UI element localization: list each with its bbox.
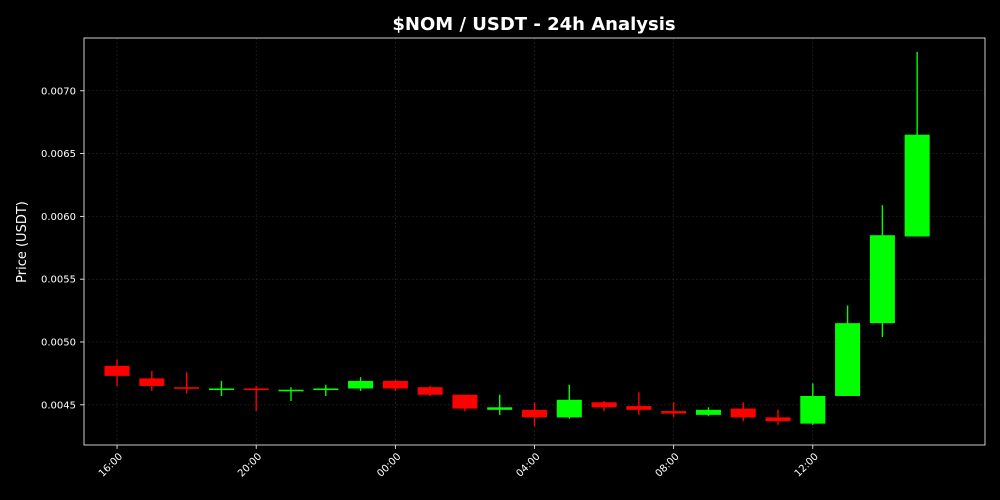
candle-down (626, 392, 652, 415)
candle-body (382, 380, 408, 389)
candle-body (417, 387, 443, 395)
candle-body (591, 402, 617, 408)
candle-body (730, 408, 756, 418)
candle-up (487, 394, 513, 415)
candle-down (661, 402, 687, 418)
y-tick-label: 0.0045 (41, 400, 76, 411)
candle-body (626, 406, 652, 410)
candle-up (835, 305, 861, 397)
candle-down (765, 409, 791, 425)
candle-up (348, 377, 374, 391)
candle-down (452, 394, 478, 412)
candle-down (730, 402, 756, 422)
candle-up (556, 384, 582, 419)
candle-body (348, 380, 374, 389)
candle-down (104, 359, 130, 386)
candle-up (800, 383, 826, 425)
candle-body (869, 235, 895, 324)
candle-up (869, 205, 895, 337)
candle-up (278, 387, 304, 402)
candle-body (174, 387, 200, 389)
candle-body (452, 394, 478, 409)
candle-body (487, 407, 513, 410)
y-axis-label: Price (USDT) (15, 201, 30, 283)
candle-body (556, 399, 582, 418)
candle-layer (104, 51, 930, 427)
candle-up (313, 384, 339, 397)
candle-body (139, 378, 165, 386)
candle-body (521, 409, 548, 418)
candle-down (174, 372, 200, 394)
candle-body (835, 323, 861, 397)
candle-body (278, 389, 304, 392)
candle-body (904, 134, 930, 237)
candle-body (243, 388, 269, 391)
y-tick-label: 0.0070 (41, 86, 76, 97)
candle-up (904, 51, 930, 237)
y-tick-label: 0.0060 (41, 212, 76, 223)
candle-body (661, 411, 687, 414)
candle-body (695, 409, 721, 415)
candle-up (208, 380, 234, 397)
candle-body (208, 388, 234, 391)
y-tick-label: 0.0065 (41, 149, 76, 160)
y-tick-label: 0.0050 (41, 337, 76, 348)
candle-body (313, 388, 339, 391)
candle-down (521, 402, 548, 427)
candle-up (695, 407, 721, 417)
chart-title: $NOM / USDT - 24h Analysis (392, 14, 675, 35)
candle-body (800, 396, 826, 424)
candle-down (139, 370, 165, 391)
y-tick-label: 0.0055 (41, 275, 76, 286)
candle-down (243, 385, 269, 412)
candle-down (591, 401, 617, 412)
candle-down (417, 385, 443, 397)
candle-body (104, 365, 130, 376)
candle-down (382, 379, 408, 391)
candle-body (765, 417, 791, 422)
